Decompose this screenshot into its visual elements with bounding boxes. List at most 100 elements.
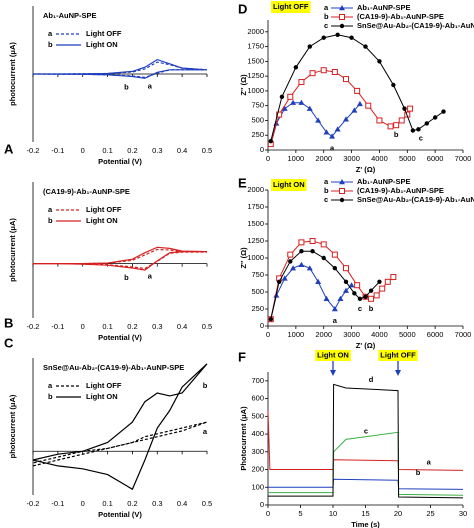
curve-label: c [358,304,362,313]
legend-label: SnSe@Au-Ab₂-(CA19-9)-Ab₁-AuNP-SPE [357,195,474,204]
marker [307,44,312,49]
x-tick-label: 0.1 [102,499,112,508]
series-line [33,246,208,271]
y-tick-label: 1250 [247,236,264,245]
marker [287,251,294,258]
marker [268,138,273,144]
marker [288,259,293,264]
x-tick-label: 5000 [399,330,416,339]
legend-label: Light OFF [86,29,122,38]
x-tick-label: 1000 [288,154,305,163]
curve-label: c [364,426,368,435]
x-tick-label: 0.2 [127,322,137,331]
marker [281,105,288,111]
y-axis-title: Photocurrent (μA) [239,406,248,471]
x-tick-label: 20 [394,509,402,518]
marker [387,123,394,130]
x-axis-title: Potential (V) [98,510,142,519]
x-tick-label: 0 [81,499,85,508]
x-tick-label: 30 [459,509,467,518]
marker [309,238,316,244]
legend-label: SnSe@Au-Ab₂-(CA19-9)-Ab₁-AuNP-SPE [357,21,474,30]
y-tick-label: 250 [251,304,264,313]
marker [329,133,336,139]
x-tick-label: 25 [426,509,434,518]
legend-label: Light ON [86,216,118,225]
x-tick-label: 0.4 [177,322,187,331]
marker [320,67,327,74]
marker [376,117,383,124]
x-tick-label: 15 [361,509,369,518]
x-tick-label: 10 [329,509,337,518]
legend-marker [339,23,345,29]
y-tick-label: 300 [251,447,264,456]
marker [402,106,407,111]
marker [363,44,368,49]
marker [354,87,361,94]
marker [298,261,305,267]
series-line [270,69,411,145]
x-tick-label: 4000 [371,330,388,339]
x-tick-label: 0 [266,154,270,163]
legend-key: b [48,392,53,401]
marker [365,102,372,109]
title-box [271,1,311,13]
marker [315,117,322,123]
marker [331,306,338,312]
legend-label: (CA19-9)-Ab₁-AuNP-SPE [357,186,444,195]
marker [306,265,313,271]
marker [407,105,414,112]
y-tick-label: 500 [251,411,264,420]
y-tick-label: 0 [260,145,264,154]
marker [377,59,382,64]
series-line [267,410,464,471]
x-tick-label: 0 [81,146,85,155]
marker [276,279,282,284]
curve-label: a [148,271,153,280]
marker [281,275,288,281]
x-tick-label: 0.3 [152,499,162,508]
y-tick-label: 250 [251,130,264,139]
panel-title: (CA19-9)-Ab₁-AuNP-SPE [43,187,130,196]
x-axis-title: Z' (Ω) [356,341,376,350]
legend-key: a [48,205,53,214]
marker [268,317,273,322]
panel-letter: C [4,335,14,350]
panel-letter: F [238,349,246,364]
y-tick-label: 500 [251,287,264,296]
legend-key: a [324,3,329,12]
legend-marker [339,197,345,203]
y-tick-label: 1500 [247,219,264,228]
legend-label: Light ON [86,392,118,401]
x-axis-title: Potential (V) [98,157,142,166]
x-tick-label: 0.2 [127,146,137,155]
curve-label: b [369,304,374,313]
curve-label: a [203,427,208,436]
marker [351,107,358,113]
y-tick-label: 400 [251,429,264,438]
series-line [268,478,464,490]
x-axis-title: Time (s) [351,520,380,528]
x-tick-label: 0.1 [102,322,112,331]
legend-key: b [324,186,329,195]
y-axis-title: photocurrent (μA) [8,394,17,458]
y-tick-label: 1500 [247,56,264,65]
x-tick-label: -0.1 [51,322,64,331]
event-box [315,350,351,361]
legend-key: a [48,381,53,390]
x-tick-label: 0.5 [202,499,212,508]
marker [391,82,396,88]
marker [368,288,374,293]
series-line [33,248,208,270]
marker [290,265,297,271]
marker [352,291,357,296]
x-tick-label: 4000 [371,154,388,163]
marker [287,93,294,100]
marker [363,294,368,299]
curve-label: a [330,143,335,152]
marker [298,99,305,105]
x-tick-label: 0 [266,330,270,339]
x-tick-label: 0.2 [127,499,137,508]
x-tick-label: 0 [81,322,85,331]
legend-label: Light OFF [86,205,122,214]
